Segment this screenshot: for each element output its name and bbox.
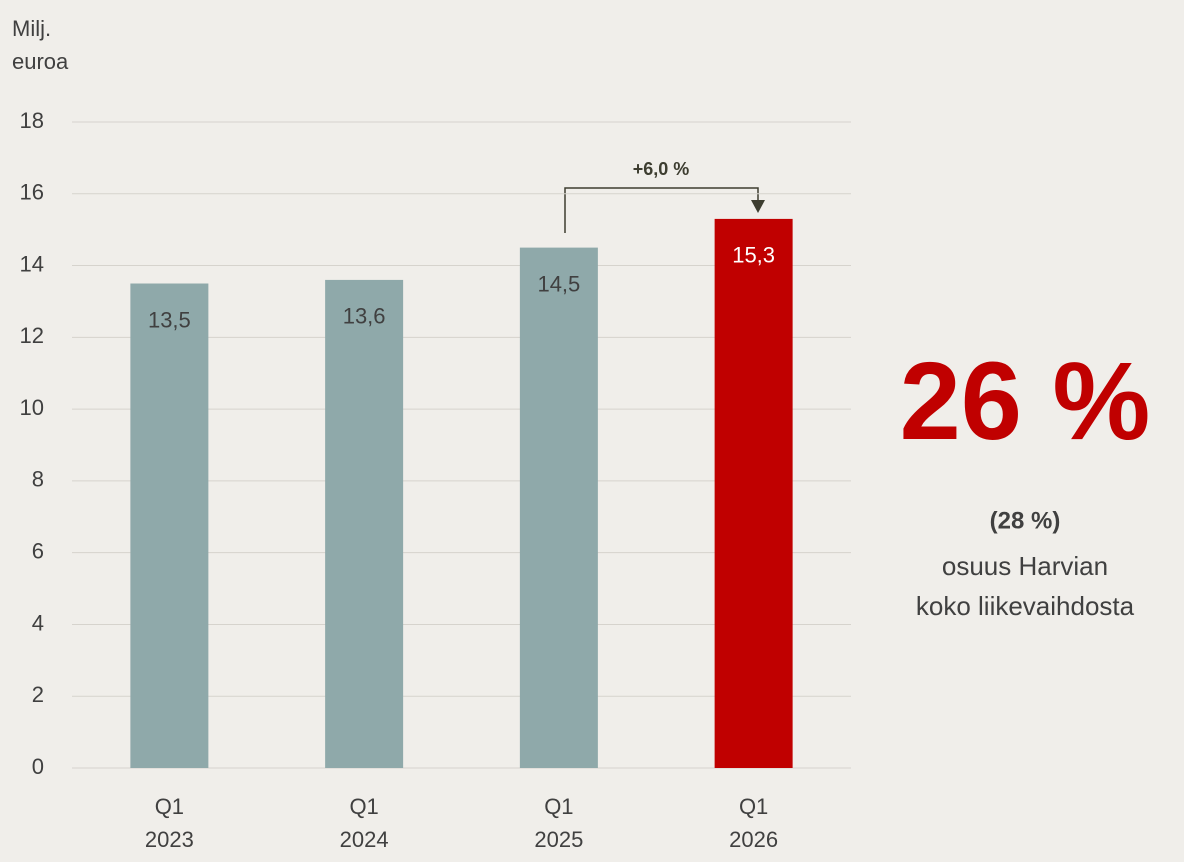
y-axis-label: Milj. euroa <box>12 16 69 74</box>
bar <box>325 279 404 768</box>
change-label: +6,0 % <box>633 159 690 179</box>
y-tick-label: 4 <box>32 610 44 635</box>
share-value: 26 % <box>900 340 1151 463</box>
y-tick-label: 6 <box>32 538 44 563</box>
share-text: koko liikevaihdosta <box>916 591 1135 621</box>
y-tick-label: 2 <box>32 682 44 707</box>
value-label: 15,3 <box>732 243 775 268</box>
y-tick-label: 14 <box>20 251 44 276</box>
change-arrow <box>751 200 765 213</box>
y-tick-label: 12 <box>20 323 44 348</box>
share-prev: (28 %) <box>990 507 1061 534</box>
y-tick-label: 18 <box>20 108 44 133</box>
x-tick-label: Q1 2025 <box>534 794 583 852</box>
bar <box>130 283 209 768</box>
bar <box>519 247 598 769</box>
x-tick-label: Q1 2026 <box>729 794 778 852</box>
y-tick-label: 16 <box>20 180 44 205</box>
x-tick-label: Q1 2024 <box>340 794 389 852</box>
value-label: 13,5 <box>148 307 191 332</box>
y-tick-label: 0 <box>32 754 44 779</box>
value-label: 13,6 <box>343 304 386 329</box>
x-tick-label: Q1 2023 <box>145 794 194 852</box>
value-label: 14,5 <box>537 271 580 296</box>
share-text: osuus Harvian <box>942 551 1108 581</box>
bar <box>714 218 793 768</box>
y-tick-label: 8 <box>32 467 44 492</box>
y-tick-label: 10 <box>20 395 44 420</box>
